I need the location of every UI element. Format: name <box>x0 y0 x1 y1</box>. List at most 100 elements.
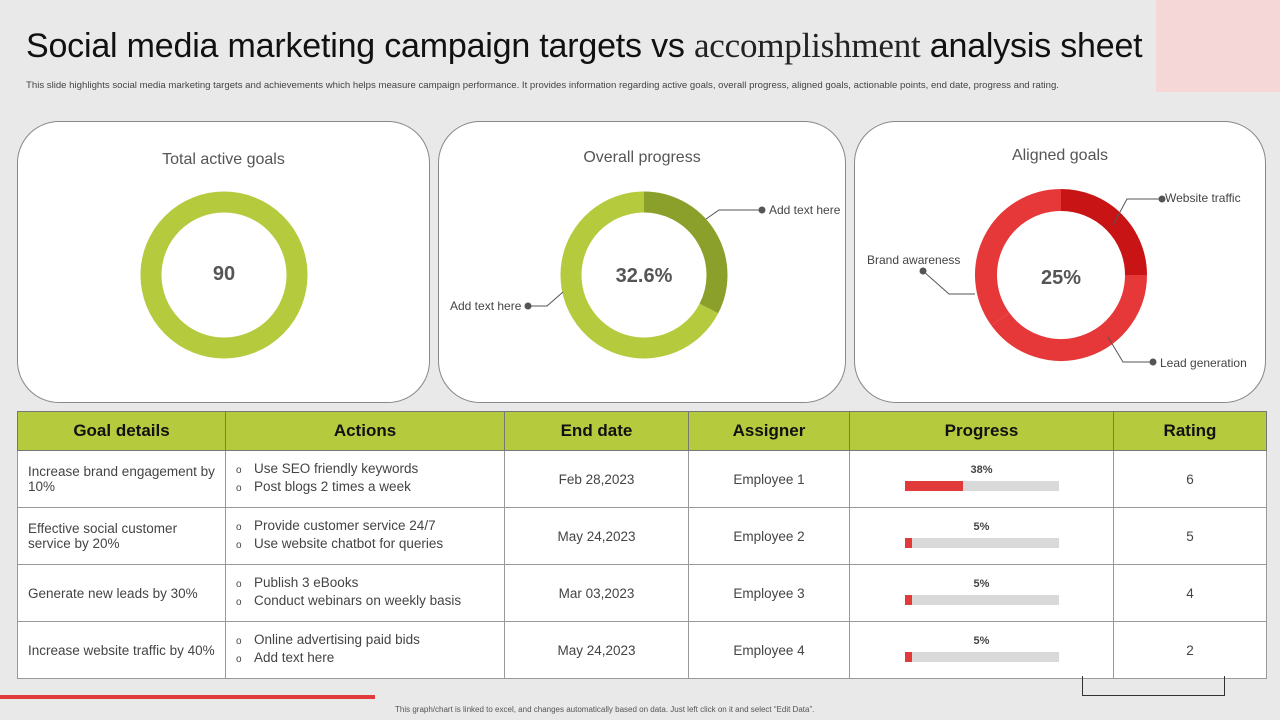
page-subtitle: This slide highlights social media marke… <box>26 80 1059 91</box>
donut-slice-1 <box>991 274 1147 361</box>
actions-cell: o Publish 3 eBooks o Conduct webinars on w… <box>225 564 505 622</box>
leader-line <box>1107 336 1155 363</box>
progress-label: 5% <box>973 578 990 590</box>
leader-line <box>922 270 975 295</box>
column-header-rating: Rating <box>1113 411 1267 451</box>
bullet-icon: o <box>236 654 242 665</box>
action-item: o Post blogs 2 times a week <box>236 479 494 497</box>
aligned-goals-label-lead-generation: Lead generation <box>1160 356 1247 370</box>
progress-bar: 38% <box>904 462 1059 496</box>
card-title-total-active-goals: Total active goals <box>162 151 285 168</box>
progress-track <box>904 652 1059 662</box>
assigner-cell: Employee 1 <box>688 450 850 508</box>
card-title-aligned-goals: Aligned goals <box>1011 147 1109 164</box>
aligned-goals-label-brand-awareness: Brand awareness <box>867 253 961 267</box>
leader-dot <box>524 302 532 310</box>
decorative-box <box>1082 676 1225 696</box>
page-title: Social media marketing campaign targets … <box>26 26 1143 65</box>
leader-line <box>531 291 564 307</box>
total-active-goals-card: Total active goals 90 <box>17 121 430 403</box>
overall-progress-donut <box>524 191 766 359</box>
leader-line <box>1112 198 1161 226</box>
overall-progress-annotation-top: Add text here <box>769 203 841 217</box>
goal-cell: Effective social customer service by 20% <box>17 507 226 565</box>
progress-bar: 5% <box>904 519 1059 553</box>
progress-label: 38% <box>970 464 993 476</box>
aligned-goals-value: 25% <box>1040 267 1082 289</box>
progress-track <box>904 595 1059 605</box>
bullet-icon: o <box>236 540 242 551</box>
aligned-goals-card: Aligned goals 25% Website traffic Lead g… <box>854 121 1266 403</box>
progress-fill <box>904 595 913 605</box>
progress-track <box>904 538 1059 548</box>
assigner-cell: Employee 4 <box>688 621 850 679</box>
donut-slice-2 <box>975 189 1062 326</box>
overall-progress-leaders <box>524 206 766 310</box>
leader-line <box>705 209 761 220</box>
table-row: Generate new leads by 30% o Publish 3 eBo… <box>17 564 1267 622</box>
total-active-goals-donut <box>140 191 308 359</box>
goal-cell: Generate new leads by 30% <box>17 564 226 622</box>
goal-cell: Increase website traffic by 40% <box>17 621 226 679</box>
actions-cell: o Use SEO friendly keywords o Post blogs 2… <box>225 450 505 508</box>
rating-cell: 5 <box>1113 507 1267 565</box>
column-header-actions: Actions <box>225 411 505 451</box>
table-row: Increase brand engagement by 10% o Use SE… <box>17 450 1267 508</box>
end-date-cell: May 24,2023 <box>504 621 689 679</box>
column-header-assigner: Assigner <box>688 411 850 451</box>
corner-accent <box>1156 0 1280 92</box>
total-active-goals-value: 90 <box>212 263 236 285</box>
assigner-cell: Employee 2 <box>688 507 850 565</box>
table-row: Effective social customer service by 20%… <box>17 507 1267 565</box>
action-item: o Add text here <box>236 650 494 668</box>
progress-label: 5% <box>973 521 990 533</box>
footer-note: This graph/chart is linked to excel, and… <box>395 705 815 714</box>
action-item: o Use SEO friendly keywords <box>236 461 494 479</box>
aligned-goals-leaders <box>919 195 1166 366</box>
actions-cell: o Online advertising paid bids o Add text … <box>225 621 505 679</box>
leader-dot <box>1149 358 1157 366</box>
bullet-icon: o <box>236 579 242 590</box>
progress-cell: 38% <box>849 450 1114 508</box>
progress-track <box>904 481 1059 491</box>
leader-dot <box>758 206 766 214</box>
progress-fill <box>904 652 913 662</box>
bullet-icon: o <box>236 636 242 647</box>
table-row: Increase website traffic by 40% o Online … <box>17 621 1267 679</box>
actions-cell: o Provide customer service 24/7 o Use webs… <box>225 507 505 565</box>
assigner-cell: Employee 3 <box>688 564 850 622</box>
donut-slice-0 <box>140 191 308 359</box>
action-item: o Provide customer service 24/7 <box>236 518 494 536</box>
bullet-icon: o <box>236 483 242 494</box>
action-item: o Conduct webinars on weekly basis <box>236 593 494 611</box>
donut-slice-0 <box>643 191 728 314</box>
end-date-cell: May 24,2023 <box>504 507 689 565</box>
progress-cell: 5% <box>849 564 1114 622</box>
leader-dot <box>919 267 927 275</box>
accent-line <box>0 695 375 699</box>
action-item: o Publish 3 eBooks <box>236 575 494 593</box>
aligned-goals-label-website-traffic: Website traffic <box>1165 191 1241 205</box>
rating-cell: 2 <box>1113 621 1267 679</box>
progress-fill <box>904 538 913 548</box>
progress-fill <box>904 481 964 491</box>
action-item: o Online advertising paid bids <box>236 632 494 650</box>
progress-bar: 5% <box>904 633 1059 667</box>
rating-cell: 4 <box>1113 564 1267 622</box>
leader-dot <box>1158 195 1166 203</box>
donut-slice-1 <box>560 191 719 359</box>
progress-cell: 5% <box>849 621 1114 679</box>
card-title-overall-progress: Overall progress <box>583 149 701 166</box>
progress-cell: 5% <box>849 507 1114 565</box>
end-date-cell: Feb 28,2023 <box>504 450 689 508</box>
donut-slice-0 <box>1060 189 1147 276</box>
column-header-progress: Progress <box>849 411 1114 451</box>
column-header-goal-details: Goal details <box>17 411 226 451</box>
progress-bar: 5% <box>904 576 1059 610</box>
aligned-goals-donut <box>919 189 1166 366</box>
overall-progress-value: 32.6% <box>615 265 673 287</box>
bullet-icon: o <box>236 597 242 608</box>
rating-cell: 6 <box>1113 450 1267 508</box>
bullet-icon: o <box>236 522 242 533</box>
overall-progress-annotation-left: Add text here <box>450 299 522 313</box>
